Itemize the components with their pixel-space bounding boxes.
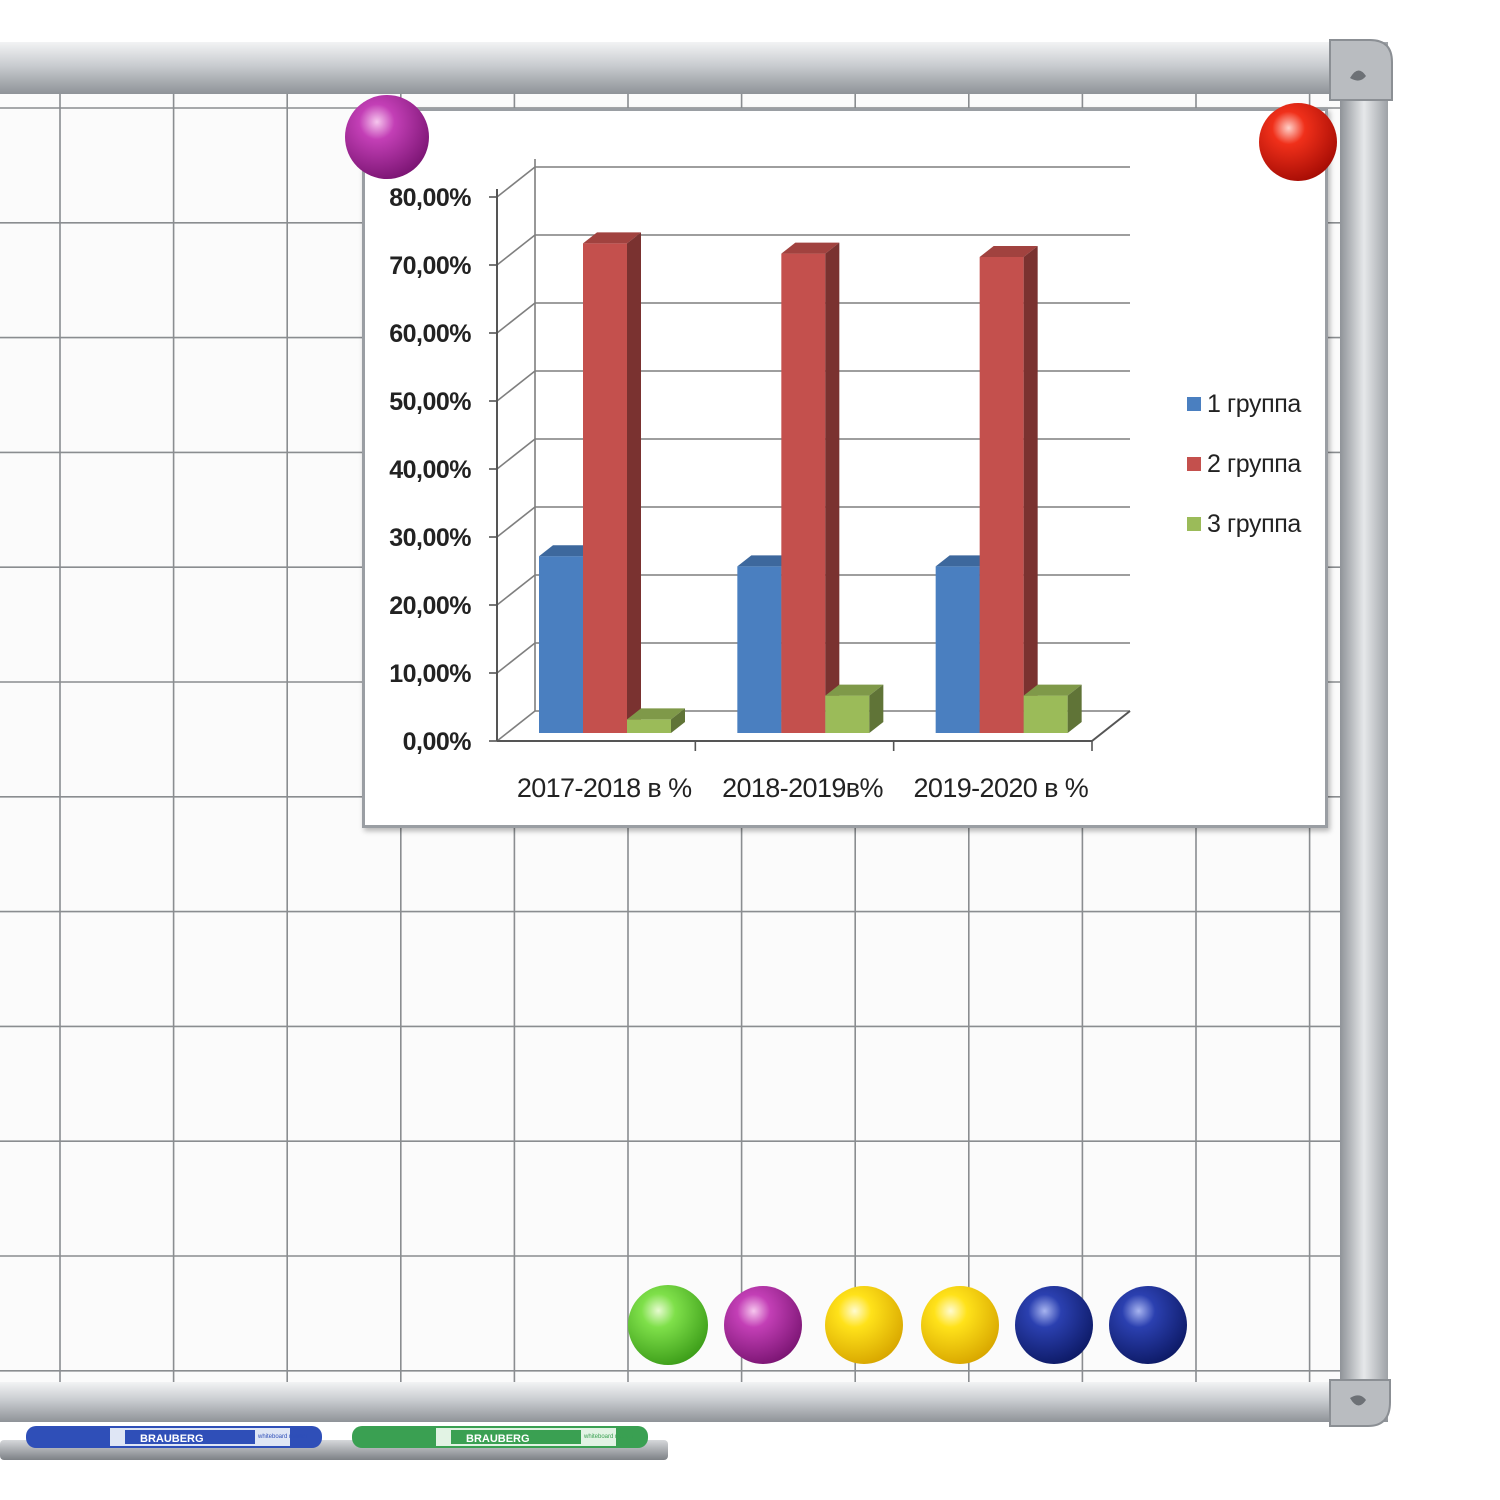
gridline-depth: [496, 574, 536, 606]
marker-caption: whiteboard marker: [257, 1434, 308, 1440]
bar: [627, 708, 685, 733]
yellow-magnet-icon[interactable]: [825, 1286, 903, 1364]
legend-swatch: [1187, 517, 1201, 531]
board-frame-right: [1340, 42, 1388, 1407]
yellow-magnet-icon[interactable]: [921, 1286, 999, 1364]
floor-edge: [1091, 710, 1131, 742]
magenta-magnet-icon[interactable]: [345, 95, 429, 179]
magenta-magnet-icon[interactable]: [724, 1286, 802, 1364]
x-tick-label: 2017-2018 в %: [517, 773, 692, 803]
gridline-depth: [496, 710, 536, 742]
bar: [583, 232, 641, 733]
y-tick-label: 20,00%: [389, 592, 471, 620]
y-tick-label: 10,00%: [389, 660, 471, 688]
legend-swatch: [1187, 457, 1201, 471]
y-tick-label: 80,00%: [389, 184, 471, 212]
board-frame-bottom: [0, 1382, 1388, 1422]
bar: [825, 684, 884, 733]
y-tick-label: 70,00%: [389, 252, 471, 280]
legend-label: 2 группа: [1207, 450, 1301, 478]
bar-chart: 0,00% 10,00% 20,00% 30,00% 40,00% 50,00% 60,00…: [389, 159, 1302, 803]
green-magnet-icon[interactable]: [628, 1285, 708, 1365]
y-tick-label: 50,00%: [389, 388, 471, 416]
gridline-depth: [496, 642, 536, 674]
sheet-magnets: [345, 95, 1337, 181]
gridline-depth: [496, 166, 536, 198]
bar: [1023, 684, 1082, 733]
y-tick-label: 30,00%: [389, 524, 471, 552]
red-magnet-icon[interactable]: [1259, 103, 1337, 181]
y-tick-label: 0,00%: [403, 728, 472, 756]
gridline-depth: [496, 302, 536, 334]
gridline-depth: [496, 438, 536, 470]
bar: [781, 242, 840, 733]
chart-sheet: 0,00% 10,00% 20,00% 30,00% 40,00% 50,00% 60,00…: [362, 108, 1328, 828]
marker-caption: whiteboard marker: [583, 1434, 634, 1440]
marker-brand: BRAUBERG: [466, 1433, 530, 1445]
y-tick-label: 60,00%: [389, 320, 471, 348]
blue-marker-icon[interactable]: BRAUBERG whiteboard marker: [26, 1426, 322, 1448]
bar: [979, 246, 1038, 733]
gridline-depth: [496, 370, 536, 402]
green-marker-icon[interactable]: BRAUBERG whiteboard marker: [352, 1426, 648, 1448]
marker-brand: BRAUBERG: [140, 1433, 204, 1445]
legend-label: 3 группа: [1207, 510, 1301, 538]
legend-swatch: [1187, 397, 1201, 411]
y-tick-label: 40,00%: [389, 456, 471, 484]
blue-magnet-icon[interactable]: [1109, 1286, 1187, 1364]
legend-label: 1 группа: [1207, 390, 1301, 418]
gridline-depth: [496, 234, 536, 266]
blue-magnet-icon[interactable]: [1015, 1286, 1093, 1364]
x-tick-label: 2018-2019в%: [722, 773, 883, 803]
x-tick-label: 2019-2020 в %: [913, 773, 1088, 803]
gridline-depth: [496, 506, 536, 538]
board-frame-top: [0, 42, 1380, 94]
corner-cap-top: [1329, 39, 1393, 101]
